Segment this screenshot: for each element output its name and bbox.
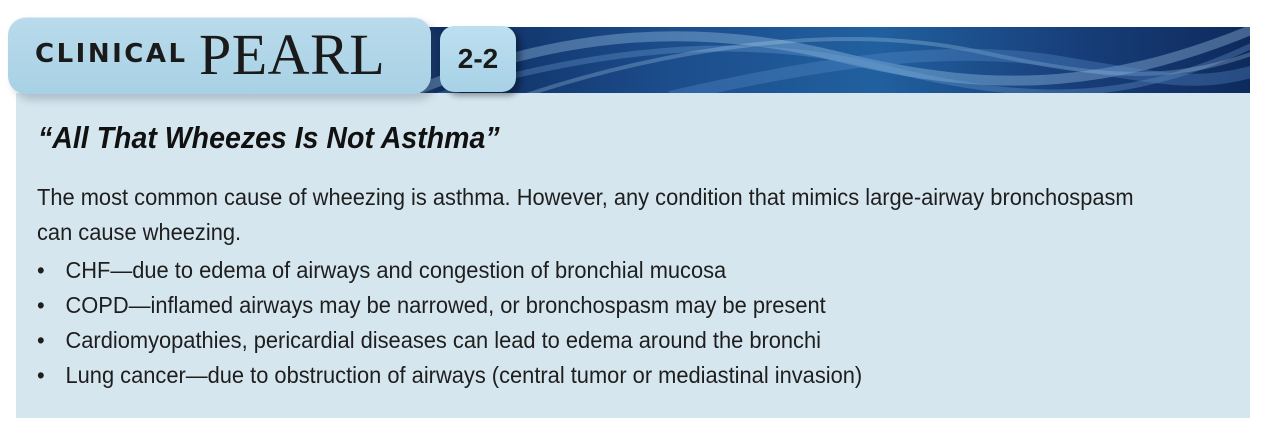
bullet-icon: • [37, 362, 45, 388]
bullet-text: CHF—due to edema of airways and congesti… [65, 257, 727, 283]
bullet-icon: • [37, 327, 45, 353]
pearl-number: 2-2 [457, 43, 499, 74]
bullet-text: COPD—inflamed airways may be narrowed, o… [65, 292, 826, 318]
bullet-icon: • [37, 292, 45, 318]
header-tab [8, 17, 431, 94]
list-item: • CHF—due to edema of airways and conges… [37, 253, 862, 288]
banner-wave-decoration [420, 27, 1250, 93]
number-badge: 2-2 [440, 26, 516, 92]
bullet-text: Cardiomyopathies, pericardial diseases c… [65, 327, 822, 353]
bullet-icon: • [37, 257, 45, 283]
header-banner [420, 27, 1250, 93]
intro-paragraph: The most common cause of wheezing is ast… [37, 184, 1134, 245]
bullet-list: • CHF—due to edema of airways and conges… [37, 253, 862, 393]
clinical-pearl-box [16, 93, 1250, 418]
list-item: • COPD—inflamed airways may be narrowed,… [37, 288, 862, 323]
list-item: • Lung cancer—due to obstruction of airw… [37, 358, 862, 393]
bullet-text: Lung cancer—due to obstruction of airway… [65, 362, 863, 388]
header-label-clinical: CLINICAL [35, 39, 188, 69]
pearl-title: “All That Wheezes Is Not Asthma” [38, 120, 500, 155]
header-label-pearl: PEARL [199, 22, 386, 87]
list-item: • Cardiomyopathies, pericardial diseases… [37, 323, 862, 358]
